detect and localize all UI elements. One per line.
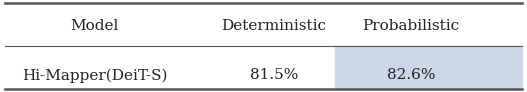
Bar <box>335 46 522 89</box>
Text: Probabilistic: Probabilistic <box>363 19 460 33</box>
Text: 81.5%: 81.5% <box>250 68 298 82</box>
Text: Hi-Mapper(DeiT-S): Hi-Mapper(DeiT-S) <box>22 68 168 83</box>
Text: Model: Model <box>71 19 119 33</box>
Text: Deterministic: Deterministic <box>221 19 327 33</box>
Text: 82.6%: 82.6% <box>387 68 435 82</box>
